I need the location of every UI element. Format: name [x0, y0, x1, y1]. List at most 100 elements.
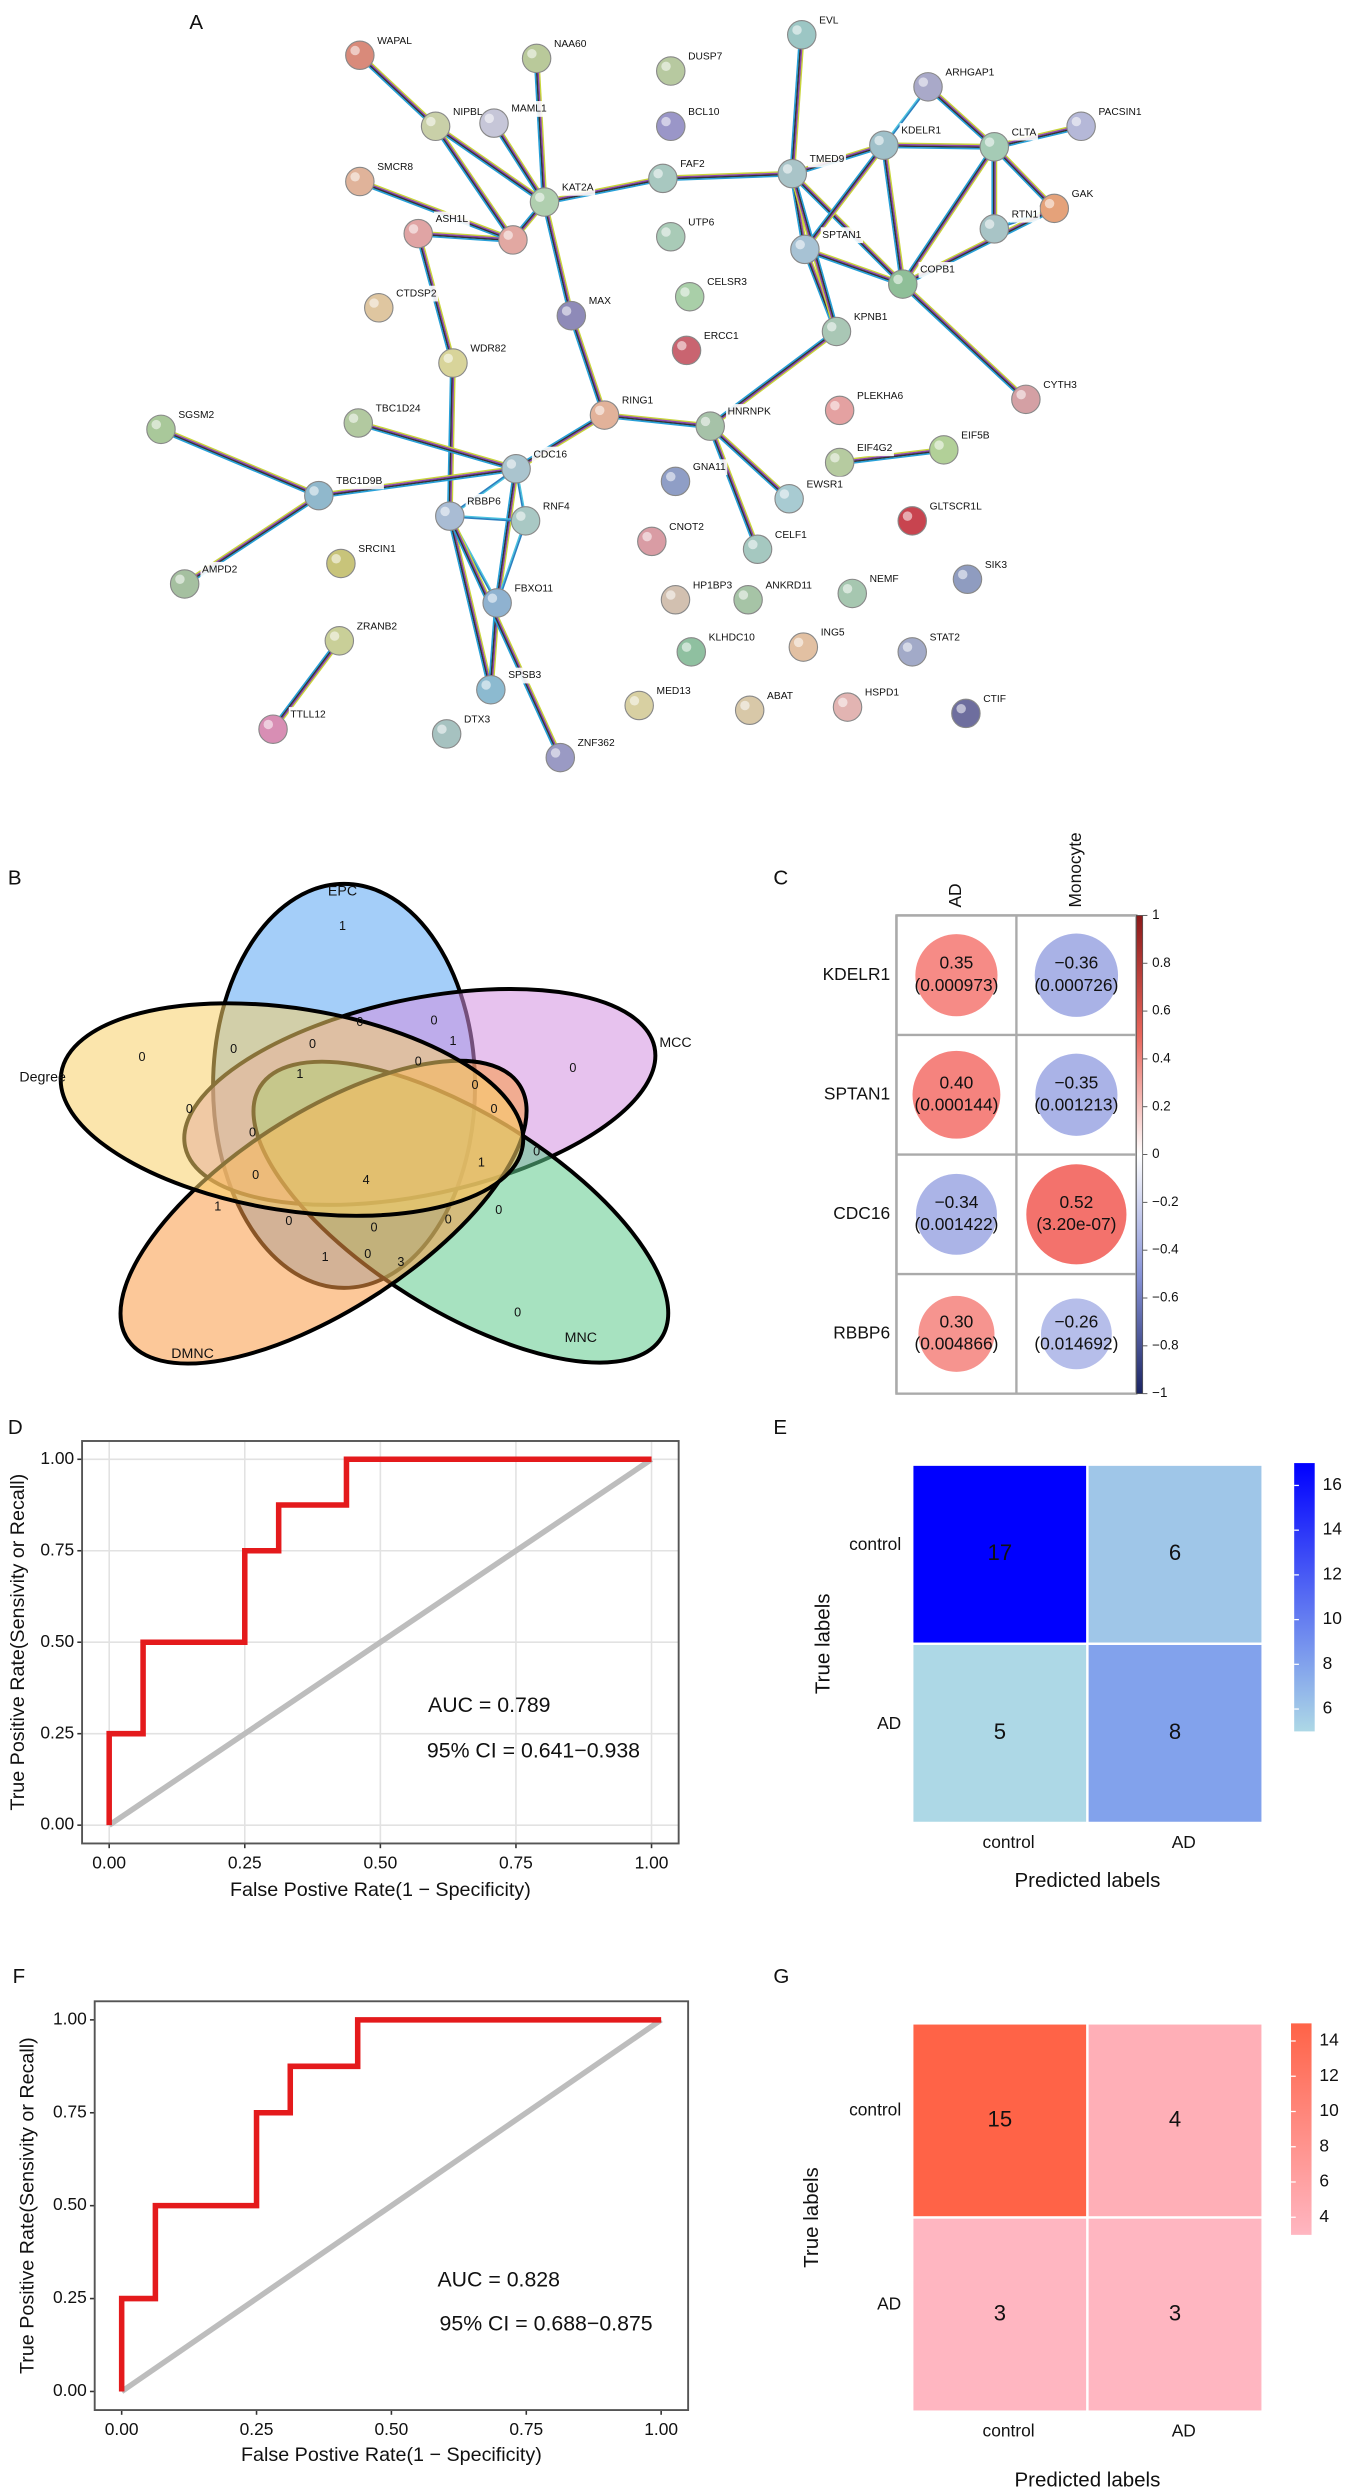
network-edge: [418, 232, 514, 241]
node-label: COPB1: [920, 265, 955, 276]
node-label-bg: [928, 498, 984, 515]
corr-circle: [1040, 1298, 1112, 1370]
network-node: [790, 234, 820, 265]
node-label: EWSR1: [806, 479, 843, 490]
y-tick-label: 0.25: [53, 2287, 87, 2307]
network-edge: [883, 145, 905, 285]
node-label-bg: [620, 393, 655, 409]
node-label-bg: [465, 494, 503, 510]
network-node: [498, 225, 528, 255]
node-highlight: [437, 724, 447, 734]
node-label-bg: [560, 179, 596, 196]
node-highlight: [408, 224, 419, 234]
panel-label: A: [189, 11, 203, 34]
network-edge: [926, 87, 994, 149]
network-edge: [514, 412, 604, 468]
corr-value: −0.26: [1054, 1311, 1098, 1331]
node-highlight: [1044, 198, 1055, 209]
node-highlight: [642, 531, 652, 542]
node-label-bg: [943, 64, 996, 81]
colorbar-tick-label: 0.8: [1152, 955, 1171, 970]
node-highlight: [348, 413, 359, 424]
network-node: [482, 588, 512, 618]
network-node: [403, 218, 433, 249]
venn-region-count: 0: [139, 1050, 146, 1064]
corr-value: −0.35: [1054, 1072, 1098, 1092]
node-highlight: [795, 239, 805, 250]
network-node: [837, 578, 868, 609]
venn-region-count: 0: [356, 1015, 363, 1029]
roc-curve: [106, 1456, 652, 1826]
node-highlight: [487, 593, 498, 603]
colorbar-tick-label: 6: [1319, 2171, 1329, 2191]
colorbar-tick-label: 12: [1319, 2065, 1338, 2085]
node-highlight: [934, 440, 944, 450]
node-label: SPSB3: [508, 670, 541, 681]
node-label: HSPD1: [865, 688, 899, 699]
network-node: [913, 72, 943, 102]
cell-value: 4: [1169, 2106, 1181, 2131]
node-highlight: [331, 554, 341, 564]
node-label-bg: [374, 400, 423, 417]
cell-value: 5: [994, 1719, 1006, 1744]
node-highlight: [535, 192, 545, 203]
node-highlight: [151, 419, 161, 430]
network-edge: [357, 422, 517, 471]
node-highlight: [782, 164, 793, 174]
node-label: ERCC1: [704, 331, 739, 342]
y-tick-label: 1.00: [53, 2008, 87, 2028]
network-edge: [793, 34, 805, 174]
network-edge: [883, 145, 995, 149]
node-highlight: [481, 680, 491, 690]
network-edge: [491, 123, 544, 204]
node-highlight: [830, 452, 840, 463]
node-label-bg: [817, 12, 841, 29]
network-edge: [543, 175, 663, 201]
network-node: [1039, 193, 1070, 224]
network-edge: [446, 516, 490, 691]
network-edge: [272, 640, 341, 731]
corr-value: −0.34: [934, 1192, 978, 1212]
colorbar-tick-label: −0.8: [1152, 1337, 1178, 1352]
network-edge: [802, 143, 883, 249]
network-node: [589, 400, 620, 430]
network-node: [304, 480, 334, 511]
network-edge: [359, 54, 437, 127]
annotation: AUC = 0.789: [428, 1693, 551, 1717]
colorbar-tick-label: 0.6: [1152, 1003, 1171, 1018]
node-label: DUSP7: [688, 52, 722, 63]
network-edge: [789, 34, 801, 174]
y-tick-label: 0.50: [53, 2194, 87, 2214]
corr-circle: [915, 934, 998, 1017]
y-tick-label: 0.00: [40, 1814, 74, 1834]
column-label: control: [983, 2421, 1035, 2441]
venn-region-count: 0: [364, 1247, 371, 1261]
node-highlight: [175, 574, 185, 584]
row-label: control: [849, 2099, 901, 2119]
network-edge: [901, 284, 1026, 401]
network-node: [326, 548, 356, 579]
network-edge: [515, 413, 605, 469]
node-highlight: [1071, 116, 1082, 127]
node-highlight: [263, 719, 274, 730]
heatmap-cell: [1086, 1463, 1264, 1645]
node-label: KLHDC10: [709, 632, 755, 643]
network-node: [929, 435, 959, 465]
node-highlight: [661, 227, 671, 237]
network-node: [832, 692, 863, 722]
venn-region-count: 4: [363, 1173, 370, 1187]
node-highlight: [902, 511, 913, 521]
x-axis-label: False Postive Rate(1 − Specificity): [241, 2444, 542, 2466]
colorbar-tick-label: 6: [1323, 1698, 1333, 1718]
node-highlight: [680, 287, 690, 297]
venn-region-count: 1: [322, 1250, 329, 1264]
node-label: CDC16: [533, 449, 567, 460]
venn-region-count: 0: [569, 1061, 576, 1075]
corr-p-value: (0.004866): [914, 1333, 998, 1353]
node-highlight: [484, 113, 494, 124]
y-axis-label: True labels: [811, 1593, 834, 1694]
network-edge: [885, 144, 906, 284]
row-label: RBBP6: [833, 1322, 890, 1342]
panel-label: E: [773, 1416, 787, 1439]
network-edge: [449, 515, 562, 758]
